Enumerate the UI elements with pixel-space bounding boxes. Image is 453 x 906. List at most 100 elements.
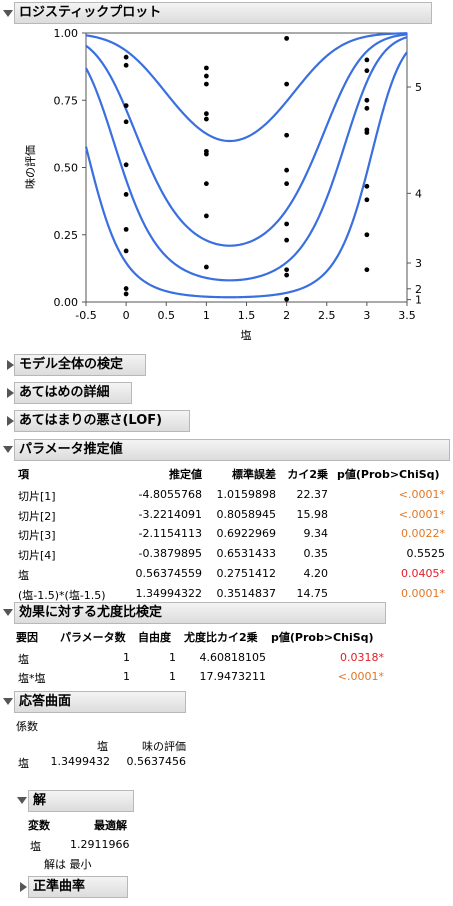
rs-col-header-taste: 味の評価 <box>142 740 186 753</box>
logistic-curve <box>85 36 408 282</box>
expand-triangle-icon[interactable] <box>20 882 27 892</box>
param-cell-se: 0.6531433 <box>216 547 277 561</box>
coefficients-label: 係数 <box>16 720 38 733</box>
lr-cell-np: 1 <box>123 651 130 664</box>
x-tick-label: 1 <box>203 309 210 322</box>
param-cell-est: -4.8055768 <box>138 488 202 501</box>
param-cell-se: 0.6922969 <box>216 527 277 541</box>
param-cell-est: -3.2214091 <box>138 507 202 521</box>
right-axis-label: 2 <box>415 283 422 296</box>
col-header-pvalue: p値(Prob>ChiSq) <box>337 468 440 481</box>
data-point <box>203 116 209 122</box>
lr-col-header-term: 要因 <box>16 631 38 644</box>
data-point <box>203 151 209 157</box>
solution-note: 解は 最小 <box>44 858 92 871</box>
param-cell-chi: 9.34 <box>303 527 329 541</box>
lr-cell-p: 0.0318* <box>340 651 384 664</box>
lr-cell-term: 塩 <box>18 653 29 666</box>
param-cell-term: 塩 <box>18 568 29 582</box>
param-cell-p: 0.5525 <box>406 547 446 561</box>
rs-value-taste: 0.5637456 <box>126 755 187 768</box>
lr-cell-chi: 4.60818105 <box>199 651 266 664</box>
param-cell-se: 0.8058945 <box>216 507 277 521</box>
expand-triangle-icon[interactable] <box>7 416 14 426</box>
model-test-header[interactable]: モデル全体の検定 <box>14 354 146 376</box>
response-surface-header[interactable]: 応答曲面 <box>14 691 186 713</box>
lr-cell-p: <.0001* <box>337 670 384 683</box>
expand-triangle-icon[interactable] <box>7 388 14 398</box>
x-tick-label: 3 <box>363 309 370 322</box>
data-point <box>284 167 290 173</box>
param-cell-chi: 4.20 <box>303 566 329 580</box>
y-tick-label: 0.00 <box>54 296 79 309</box>
param-cell-est: -2.1154113 <box>138 527 202 541</box>
data-point <box>123 54 129 60</box>
y-tick-label: 0.25 <box>54 229 79 242</box>
data-point <box>203 111 209 117</box>
param-cell-chi: 0.35 <box>303 547 329 561</box>
param-cell-p: 0.0001* <box>401 586 445 600</box>
data-point <box>284 81 290 87</box>
data-point <box>284 181 290 187</box>
lack-of-fit-header[interactable]: あてはまりの悪さ(LOF) <box>14 410 190 432</box>
rs-col-header-salt: 塩 <box>97 740 108 753</box>
param-cell-p: <.0001* <box>398 507 445 521</box>
data-point <box>364 197 370 203</box>
param-cell-chi: 15.98 <box>296 507 329 521</box>
collapse-triangle-icon[interactable] <box>3 10 13 17</box>
data-point <box>284 296 290 302</box>
data-point <box>364 97 370 103</box>
lr-test-header[interactable]: 効果に対する尤度比検定 <box>14 602 386 624</box>
logistic-curve <box>85 33 408 247</box>
data-point <box>284 237 290 243</box>
logistic-curve <box>85 32 408 143</box>
fit-details-header[interactable]: あてはめの詳細 <box>14 382 132 404</box>
y-axis-label: 味の評価 <box>23 145 37 189</box>
param-cell-se: 0.3514837 <box>216 586 277 600</box>
data-point <box>123 286 129 291</box>
collapse-triangle-icon[interactable] <box>17 797 27 804</box>
rs-row-label: 塩 <box>18 757 29 770</box>
data-point <box>364 57 370 63</box>
param-cell-est: 1.34994322 <box>135 586 202 600</box>
param-cell-p: <.0001* <box>398 488 445 501</box>
param-cell-term: 切片[1] <box>18 490 56 503</box>
data-point <box>284 35 290 41</box>
solution-header[interactable]: 解 <box>28 790 134 812</box>
param-cell-p: 0.0405* <box>401 566 445 580</box>
right-axis-label: 1 <box>415 294 422 307</box>
data-point <box>364 130 370 135</box>
right-axis-label: 4 <box>415 187 422 200</box>
x-axis-label: 塩 <box>241 328 252 342</box>
collapse-triangle-icon[interactable] <box>3 609 13 616</box>
collapse-triangle-icon[interactable] <box>3 698 13 705</box>
lr-cell-np: 1 <box>123 670 130 683</box>
param-cell-se: 1.0159898 <box>216 488 277 501</box>
expand-triangle-icon[interactable] <box>7 360 14 370</box>
right-axis-label: 3 <box>415 257 422 270</box>
data-point <box>123 192 129 197</box>
logistic-plot-header[interactable]: ロジスティックプロット <box>14 2 432 24</box>
parameter-estimates-header[interactable]: パラメータ推定値 <box>14 439 450 461</box>
param-cell-term: 切片[4] <box>18 549 56 563</box>
data-point <box>284 132 290 138</box>
y-tick-label: 1.00 <box>54 27 79 40</box>
data-point <box>123 119 129 125</box>
data-point <box>123 291 129 297</box>
data-point <box>284 272 290 278</box>
col-header-std-error: 標準誤差 <box>232 468 276 481</box>
data-point <box>364 183 370 189</box>
col-header-term: 項 <box>18 468 29 481</box>
x-tick-label: 0.5 <box>158 309 176 322</box>
x-tick-label: 2.5 <box>318 309 336 322</box>
data-point <box>123 248 129 254</box>
right-axis-label: 5 <box>415 81 422 94</box>
y-tick-label: 0.75 <box>54 94 79 107</box>
solution-var-header: 変数 <box>28 819 50 832</box>
param-cell-se: 0.2751412 <box>216 566 277 580</box>
lr-col-header-pvalue: p値(Prob>ChiSq) <box>271 631 374 644</box>
collapse-triangle-icon[interactable] <box>3 446 13 453</box>
data-point <box>123 103 129 109</box>
canonical-curvature-header[interactable]: 正準曲率 <box>28 876 128 898</box>
plot-frame <box>85 32 408 303</box>
